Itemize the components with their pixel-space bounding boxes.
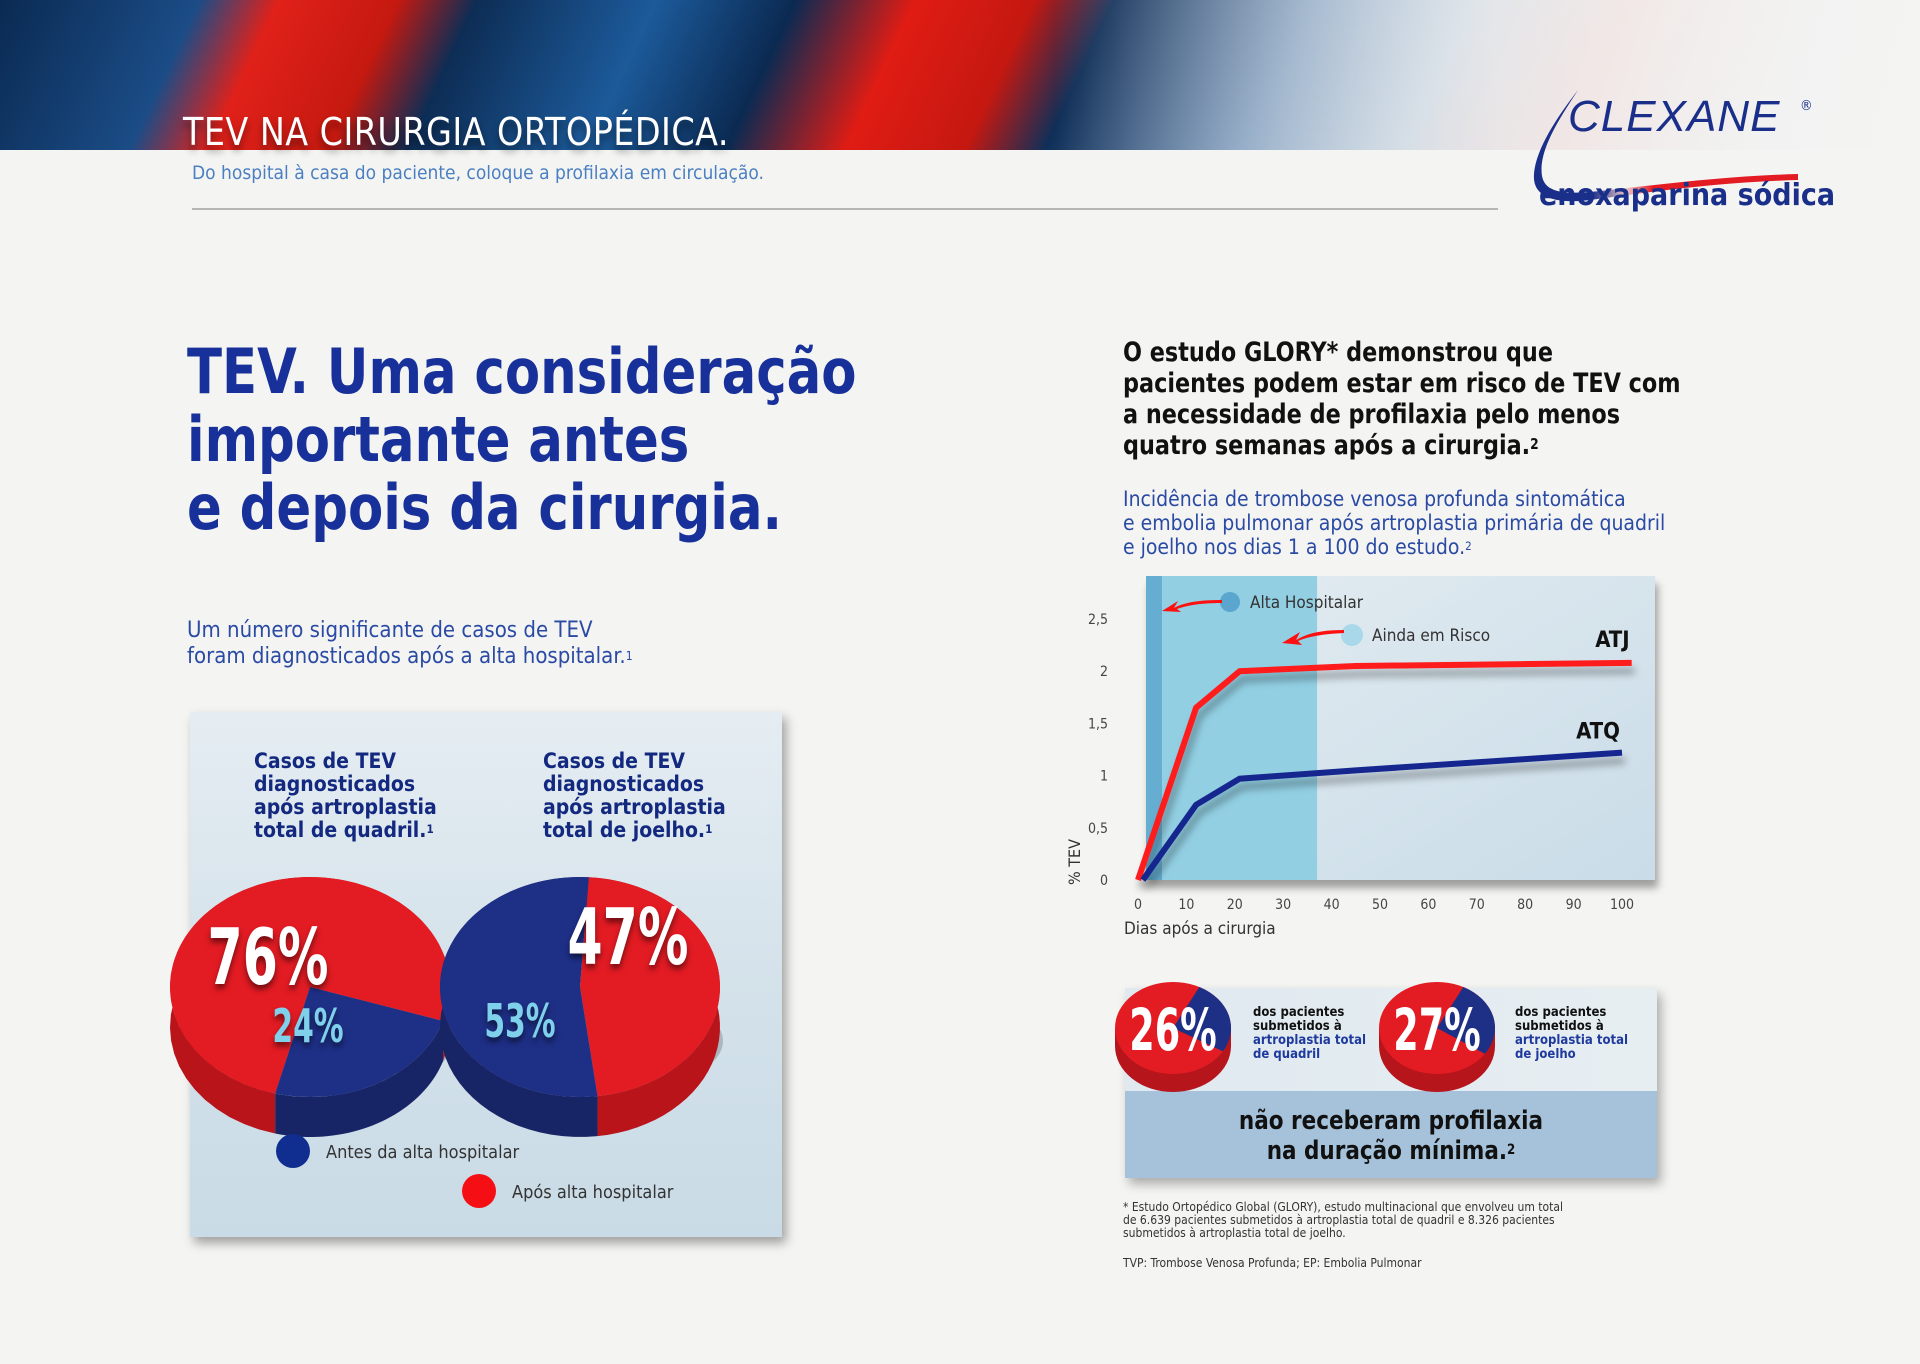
- pie-hip-title-text: Casos de TEV diagnosticados após artropl…: [254, 749, 437, 842]
- pie-chart-hip: 76%24%: [170, 877, 453, 1137]
- stat-knee-line4: de joelho: [1515, 1047, 1576, 1062]
- page-title: TEV NA CIRURGIA ORTOPÉDICA.: [183, 110, 729, 154]
- main-headline: TEV. Uma consideração importante antes e…: [187, 335, 857, 544]
- series-line-atj: [1135, 659, 1632, 881]
- pie-charts-panel: Casos de TEV diagnosticados após artropl…: [170, 712, 782, 1237]
- x-tick-label: 10: [1178, 897, 1194, 913]
- y-tick-label: 1,5: [1088, 716, 1108, 732]
- intro-body: Um número significante de casos de TEV f…: [187, 618, 626, 669]
- x-tick-label: 50: [1372, 897, 1388, 913]
- alta-hospitalar-marker-icon: [1220, 592, 1240, 612]
- series-line-atq: [1140, 749, 1623, 882]
- zone-alta-hospitalar: [1146, 576, 1163, 880]
- pie-knee-title-text: Casos de TEV diagnosticados após artropl…: [543, 749, 726, 842]
- header-banner-image: [0, 0, 1920, 150]
- stat-value: 26%: [1129, 997, 1216, 1064]
- pie-slice: [580, 877, 720, 1097]
- reference-mark: 1: [625, 648, 633, 663]
- generic-name: enoxaparina sódica: [1539, 178, 1836, 213]
- stat-knee-pie-icon: 27%: [1379, 982, 1495, 1092]
- legend-before-label: Antes da alta hospitalar: [326, 1142, 520, 1163]
- stat-hip-line2: submetidos à: [1253, 1019, 1342, 1034]
- glory-study-headline: O estudo GLORY* demonstrou que pacientes…: [1123, 337, 1681, 461]
- y-tick-label: 2: [1100, 664, 1108, 680]
- page-subtitle: Do hospital à casa do paciente, coloque …: [192, 162, 764, 184]
- stat-knee-line3: artroplastia total: [1515, 1033, 1628, 1048]
- prophylaxis-stats-box: 26% 27% dos pacientes submetidos à artro…: [1115, 982, 1657, 1178]
- stat-hip-line1: dos pacientes: [1253, 1005, 1345, 1020]
- y-tick-label: 2,5: [1088, 612, 1108, 628]
- pie-slice: [439, 877, 598, 1097]
- pie-value-label: 24%: [272, 1001, 343, 1054]
- x-tick-label: 80: [1517, 897, 1533, 913]
- stat-pie-slice-blue: [1437, 987, 1495, 1054]
- legend-dot-before: [276, 1134, 310, 1168]
- chart-description: Incidência de trombose venosa profunda s…: [1123, 487, 1665, 559]
- stat-hip-line4: de quadril: [1253, 1047, 1321, 1062]
- pie-value-label: 53%: [484, 996, 555, 1049]
- x-tick-label: 0: [1134, 897, 1142, 913]
- y-axis-label: % TEV: [1065, 839, 1084, 885]
- reference-mark: 1: [705, 821, 713, 836]
- x-tick-label: 30: [1275, 897, 1291, 913]
- x-tick-label: 40: [1324, 897, 1340, 913]
- pie-value-label: 47%: [568, 893, 689, 984]
- glory-head-text: O estudo GLORY* demonstrou que pacientes…: [1123, 337, 1681, 461]
- y-tick-label: 1: [1100, 769, 1108, 785]
- pie-side-antes-da-alta-hospitalar: [275, 1020, 444, 1137]
- zone-label-risco: Ainda em Risco: [1372, 626, 1490, 646]
- brand-name: CLEXANE: [1568, 92, 1781, 141]
- stats-conclusion-text: não receberam profilaxia na duração míni…: [1238, 1106, 1544, 1166]
- reference-mark: 2: [1465, 538, 1472, 553]
- stat-knee-line1: dos pacientes: [1515, 1005, 1607, 1020]
- stat-hip-line3: artroplastia total: [1253, 1033, 1366, 1048]
- x-tick-label: 20: [1227, 897, 1243, 913]
- legend-dot-after: [462, 1174, 496, 1208]
- x-tick-label: 90: [1566, 897, 1582, 913]
- series-label-atq: ATQ: [1576, 720, 1620, 745]
- stats-bottom-band: [1125, 1091, 1657, 1178]
- pie-hip-title: Casos de TEV diagnosticados após artropl…: [254, 750, 437, 842]
- chart-desc-text: Incidência de trombose venosa profunda s…: [1123, 487, 1666, 559]
- x-tick-label: 70: [1469, 897, 1485, 913]
- x-axis-label: Dias após a cirurgia: [1124, 919, 1276, 939]
- stat-value: 27%: [1393, 997, 1480, 1064]
- pie-slice: [170, 877, 451, 1094]
- stat-knee-desc: dos pacientes submetidos à artroplastia …: [1515, 1006, 1628, 1062]
- registered-mark: ®: [1800, 98, 1813, 114]
- ainda-em-risco-marker-icon: [1341, 624, 1363, 646]
- stat-hip-pie-icon: 26%: [1115, 982, 1231, 1092]
- y-tick-label: 0: [1100, 873, 1108, 889]
- zone-ainda-em-risco: [1162, 576, 1318, 880]
- stats-conclusion: não receberam profilaxia na duração míni…: [1146, 1106, 1635, 1166]
- y-tick-label: 0,5: [1088, 821, 1108, 837]
- reference-mark: 2: [1530, 434, 1539, 453]
- stat-knee-line2: submetidos à: [1515, 1019, 1604, 1034]
- pie-knee-title: Casos de TEV diagnosticados após artropl…: [543, 750, 726, 842]
- line-chart-tev: Alta Hospitalar Ainda em Risco ATJ ATQ 0 0,5 1…: [1065, 576, 1655, 939]
- intro-text: Um número significante de casos de TEV f…: [187, 618, 633, 670]
- pie-slice: [275, 987, 444, 1097]
- series-label-atj: ATJ: [1595, 628, 1629, 653]
- reference-mark: 2: [1507, 1141, 1516, 1158]
- arrow-left-icon: [1162, 600, 1222, 612]
- reference-mark: 1: [426, 821, 434, 836]
- x-tick-label: 100: [1610, 897, 1634, 913]
- stat-hip-desc: dos pacientes submetidos à artroplastia …: [1253, 1006, 1366, 1062]
- stat-pie-slice-blue: [1173, 987, 1231, 1052]
- zone-label-alta: Alta Hospitalar: [1250, 593, 1364, 613]
- arrow-left-icon: [1282, 630, 1344, 645]
- pie-chart-knee: 47%53%: [439, 877, 723, 1137]
- header-divider: [192, 208, 1498, 210]
- x-tick-label: 60: [1420, 897, 1436, 913]
- study-footnote: * Estudo Ortopédico Global (GLORY), estu…: [1123, 1200, 1563, 1240]
- legend-after-label: Após alta hospitalar: [512, 1182, 674, 1203]
- abbreviations-note: TVP: Trombose Venosa Profunda; EP: Embol…: [1123, 1256, 1422, 1270]
- pie-value-label: 76%: [208, 913, 329, 1004]
